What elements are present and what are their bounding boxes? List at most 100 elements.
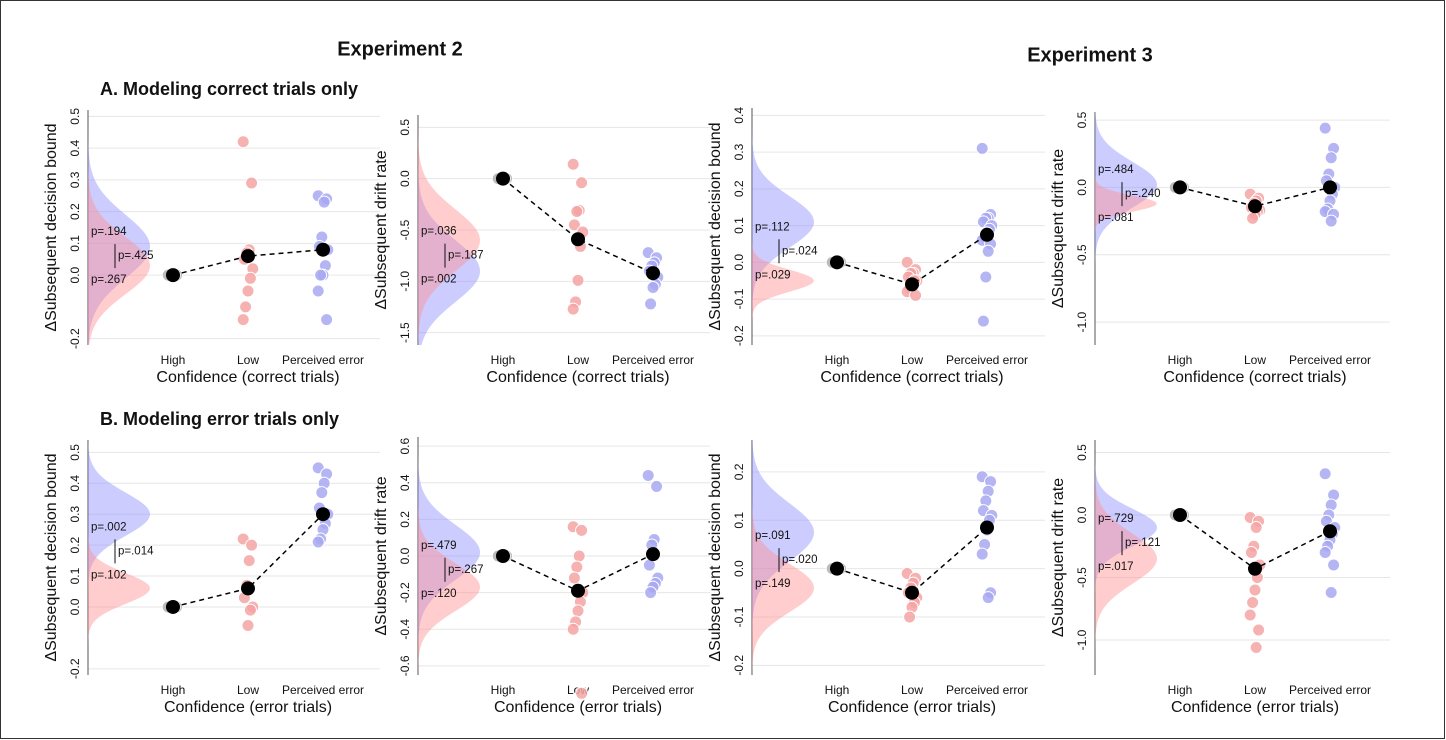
data-point [570,205,584,219]
mean-line [836,526,988,594]
y-tick-label: 0.0 [68,598,82,615]
x-tick-label: Low [901,353,923,367]
mean-line [836,234,988,286]
data-point [566,157,580,171]
data-point [570,560,584,574]
x-axis-title: Confidence (correct trials) [1163,369,1346,386]
p-value: p=.267 [448,564,484,576]
y-tick-label: -0.5 [1075,567,1089,588]
mean-point [1323,524,1337,539]
data-point [1324,586,1338,599]
density [88,110,150,345]
data-point [236,135,250,149]
p-value: p=.002 [91,521,127,533]
y-axis-title: ΔSubsequent drift rate [373,150,390,309]
x-tick-label: High [161,353,186,367]
density [1095,112,1157,345]
p-value: p=.081 [1098,212,1134,224]
data-point [1246,211,1260,225]
y-tick-label: 0.3 [732,143,746,160]
data-point [650,479,664,493]
mean-point [166,599,180,614]
p-value: p=.120 [421,588,457,600]
x-axis-title: Confidence (error trials) [494,699,662,716]
y-axis-title: ΔSubsequent drift rate [373,476,390,635]
mean-point [980,227,994,242]
y-tick-label: 0.0 [68,266,82,283]
x-tick-label: High [825,353,850,367]
y-tick-label: -0.1 [732,288,746,309]
p-value: p=.102 [91,569,127,581]
data-point [1324,214,1338,228]
y-tick-label: -0.2 [732,325,746,346]
data-point [1318,467,1332,481]
mean-point [646,547,660,562]
y-tick-label: 0.1 [68,567,82,584]
p-value: p=.479 [421,540,457,552]
x-tick-label: High [1168,353,1193,367]
data-point [1249,521,1263,534]
x-tick-label: High [161,683,186,697]
x-tick-label: Low [567,353,589,367]
section-title: A. Modeling correct trials only [100,79,358,99]
y-tick-label: 0.2 [732,180,746,197]
data-point [245,538,259,552]
y-tick-label: 0.4 [68,139,82,156]
x-tick-label: Low [1244,353,1266,367]
mean-point [241,249,255,264]
y-tick-label: 0.0 [732,560,746,577]
p-value: p=.014 [118,545,154,557]
y-tick-label: 0.0 [398,547,412,564]
x-axis-title: Confidence (correct trials) [486,369,669,386]
p-value: p=.020 [782,554,818,566]
mean-point [830,255,844,270]
p-value: p=.121 [1125,537,1161,549]
data-point [571,273,585,287]
y-tick-label: 0.0 [1075,506,1089,523]
mean-point [571,232,585,247]
y-tick-label: 0.5 [68,108,82,125]
data-point [243,603,257,617]
data-point [644,297,658,311]
mean-point [646,266,660,281]
data-point [976,314,990,328]
x-tick-label: Low [237,353,259,367]
data-point [1318,546,1332,559]
x-tick-label: Perceived error [1289,353,1371,367]
data-point [575,176,589,190]
density [418,115,480,345]
x-axis-title: Confidence (correct trials) [820,369,1003,386]
data-point [1243,608,1257,622]
data-point [242,554,256,568]
mean-point [166,268,180,283]
y-tick-label: -0.2 [68,658,82,679]
density [418,115,480,345]
p-value: p=.267 [91,274,127,286]
y-axis-title: ΔSubsequent decision bound [43,123,60,331]
y-tick-label: 0.0 [1075,179,1089,196]
experiment-title: Experiment 2 [337,38,463,60]
data-point [311,284,325,298]
data-point [245,176,259,190]
data-point [646,281,660,294]
p-value: p=.729 [1098,513,1134,525]
y-tick-label: 0.5 [68,444,82,461]
x-axis-title: Confidence (error trials) [828,699,996,716]
x-axis-title: Confidence (correct trials) [156,369,339,386]
x-tick-label: High [1168,683,1193,697]
data-point [314,268,328,282]
mean-point [1173,508,1187,522]
data-point [243,271,257,285]
density [88,440,150,675]
p-value: p=.484 [1098,164,1134,176]
y-tick-label: 0.2 [68,536,82,553]
y-tick-label: -0.5 [398,219,412,240]
y-tick-label: -0.4 [398,619,412,640]
p-value: p=.149 [755,578,791,590]
mean-point [1323,180,1337,195]
y-tick-label: 0.4 [398,474,412,491]
y-tick-label: 0.5 [1075,111,1089,128]
density [88,110,150,345]
